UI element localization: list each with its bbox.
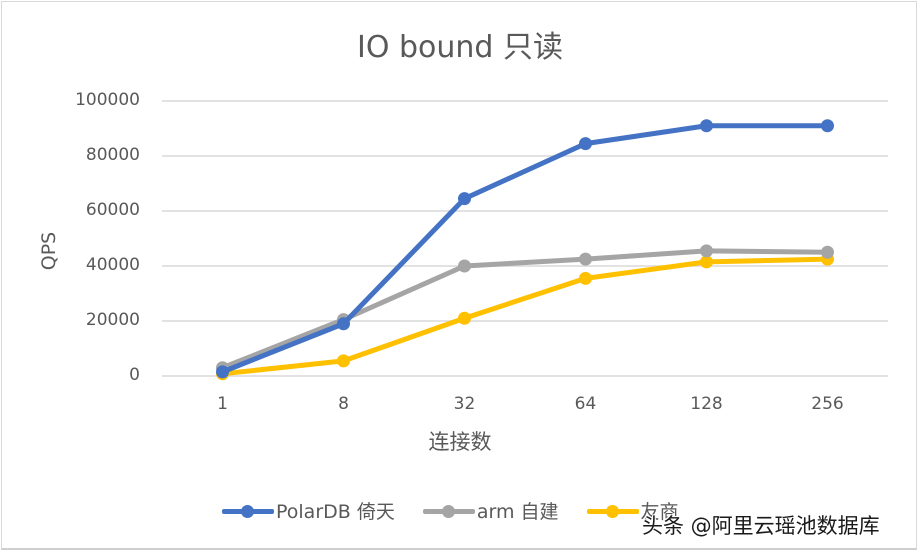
series-2 bbox=[216, 252, 834, 381]
data-point-marker bbox=[579, 252, 592, 266]
x-tick-label: 256 bbox=[811, 394, 844, 414]
data-point-marker bbox=[579, 271, 592, 285]
data-point-marker bbox=[821, 245, 834, 259]
legend: PolarDB 倚天 arm 自建 友商 bbox=[222, 497, 707, 524]
data-point-marker bbox=[700, 255, 713, 269]
series-line bbox=[220, 248, 830, 371]
legend-label: 友商 bbox=[640, 501, 679, 523]
legend-line-marker-icon bbox=[222, 504, 274, 518]
data-point-marker bbox=[337, 354, 350, 368]
legend-line-marker-icon bbox=[586, 504, 639, 518]
series-0 bbox=[216, 119, 834, 379]
data-point-marker bbox=[458, 259, 471, 273]
legend-item: PolarDB 倚天 bbox=[222, 497, 395, 524]
legend-line-marker-icon bbox=[422, 504, 475, 518]
data-point-marker bbox=[579, 137, 592, 151]
x-tick-label: 1 bbox=[217, 394, 228, 414]
legend-item: 友商 bbox=[586, 497, 679, 524]
x-tick-label: 64 bbox=[574, 394, 597, 414]
chart-title: IO bound 只读 bbox=[356, 30, 563, 65]
legend-label: PolarDB 倚天 bbox=[276, 501, 395, 523]
y-tick-label: 0 bbox=[129, 365, 140, 385]
series-line bbox=[220, 123, 830, 375]
y-tick-label: 20000 bbox=[85, 310, 140, 330]
x-tick-label: 32 bbox=[453, 394, 476, 414]
y-tick-label: 60000 bbox=[85, 200, 140, 220]
data-point-marker bbox=[458, 311, 471, 325]
watermark: 头条 @阿里云瑶池数据库 bbox=[642, 514, 880, 538]
x-tick-label: 8 bbox=[338, 394, 349, 414]
series-1 bbox=[216, 244, 834, 375]
y-tick-label: 40000 bbox=[85, 255, 140, 275]
x-tick-label: 128 bbox=[690, 394, 723, 414]
data-point-marker bbox=[700, 119, 713, 133]
legend-item: arm 自建 bbox=[422, 497, 559, 524]
data-point-marker bbox=[458, 192, 471, 206]
x-axis-label: 连接数 bbox=[428, 430, 492, 454]
y-tick-label: 100000 bbox=[75, 90, 140, 110]
series-line bbox=[220, 256, 830, 377]
y-tick-label: 80000 bbox=[85, 145, 140, 165]
legend-label: arm 自建 bbox=[476, 501, 559, 523]
data-point-marker bbox=[216, 365, 229, 379]
data-point-marker bbox=[700, 244, 713, 258]
data-point-marker bbox=[337, 317, 350, 331]
data-point-marker bbox=[821, 119, 834, 133]
